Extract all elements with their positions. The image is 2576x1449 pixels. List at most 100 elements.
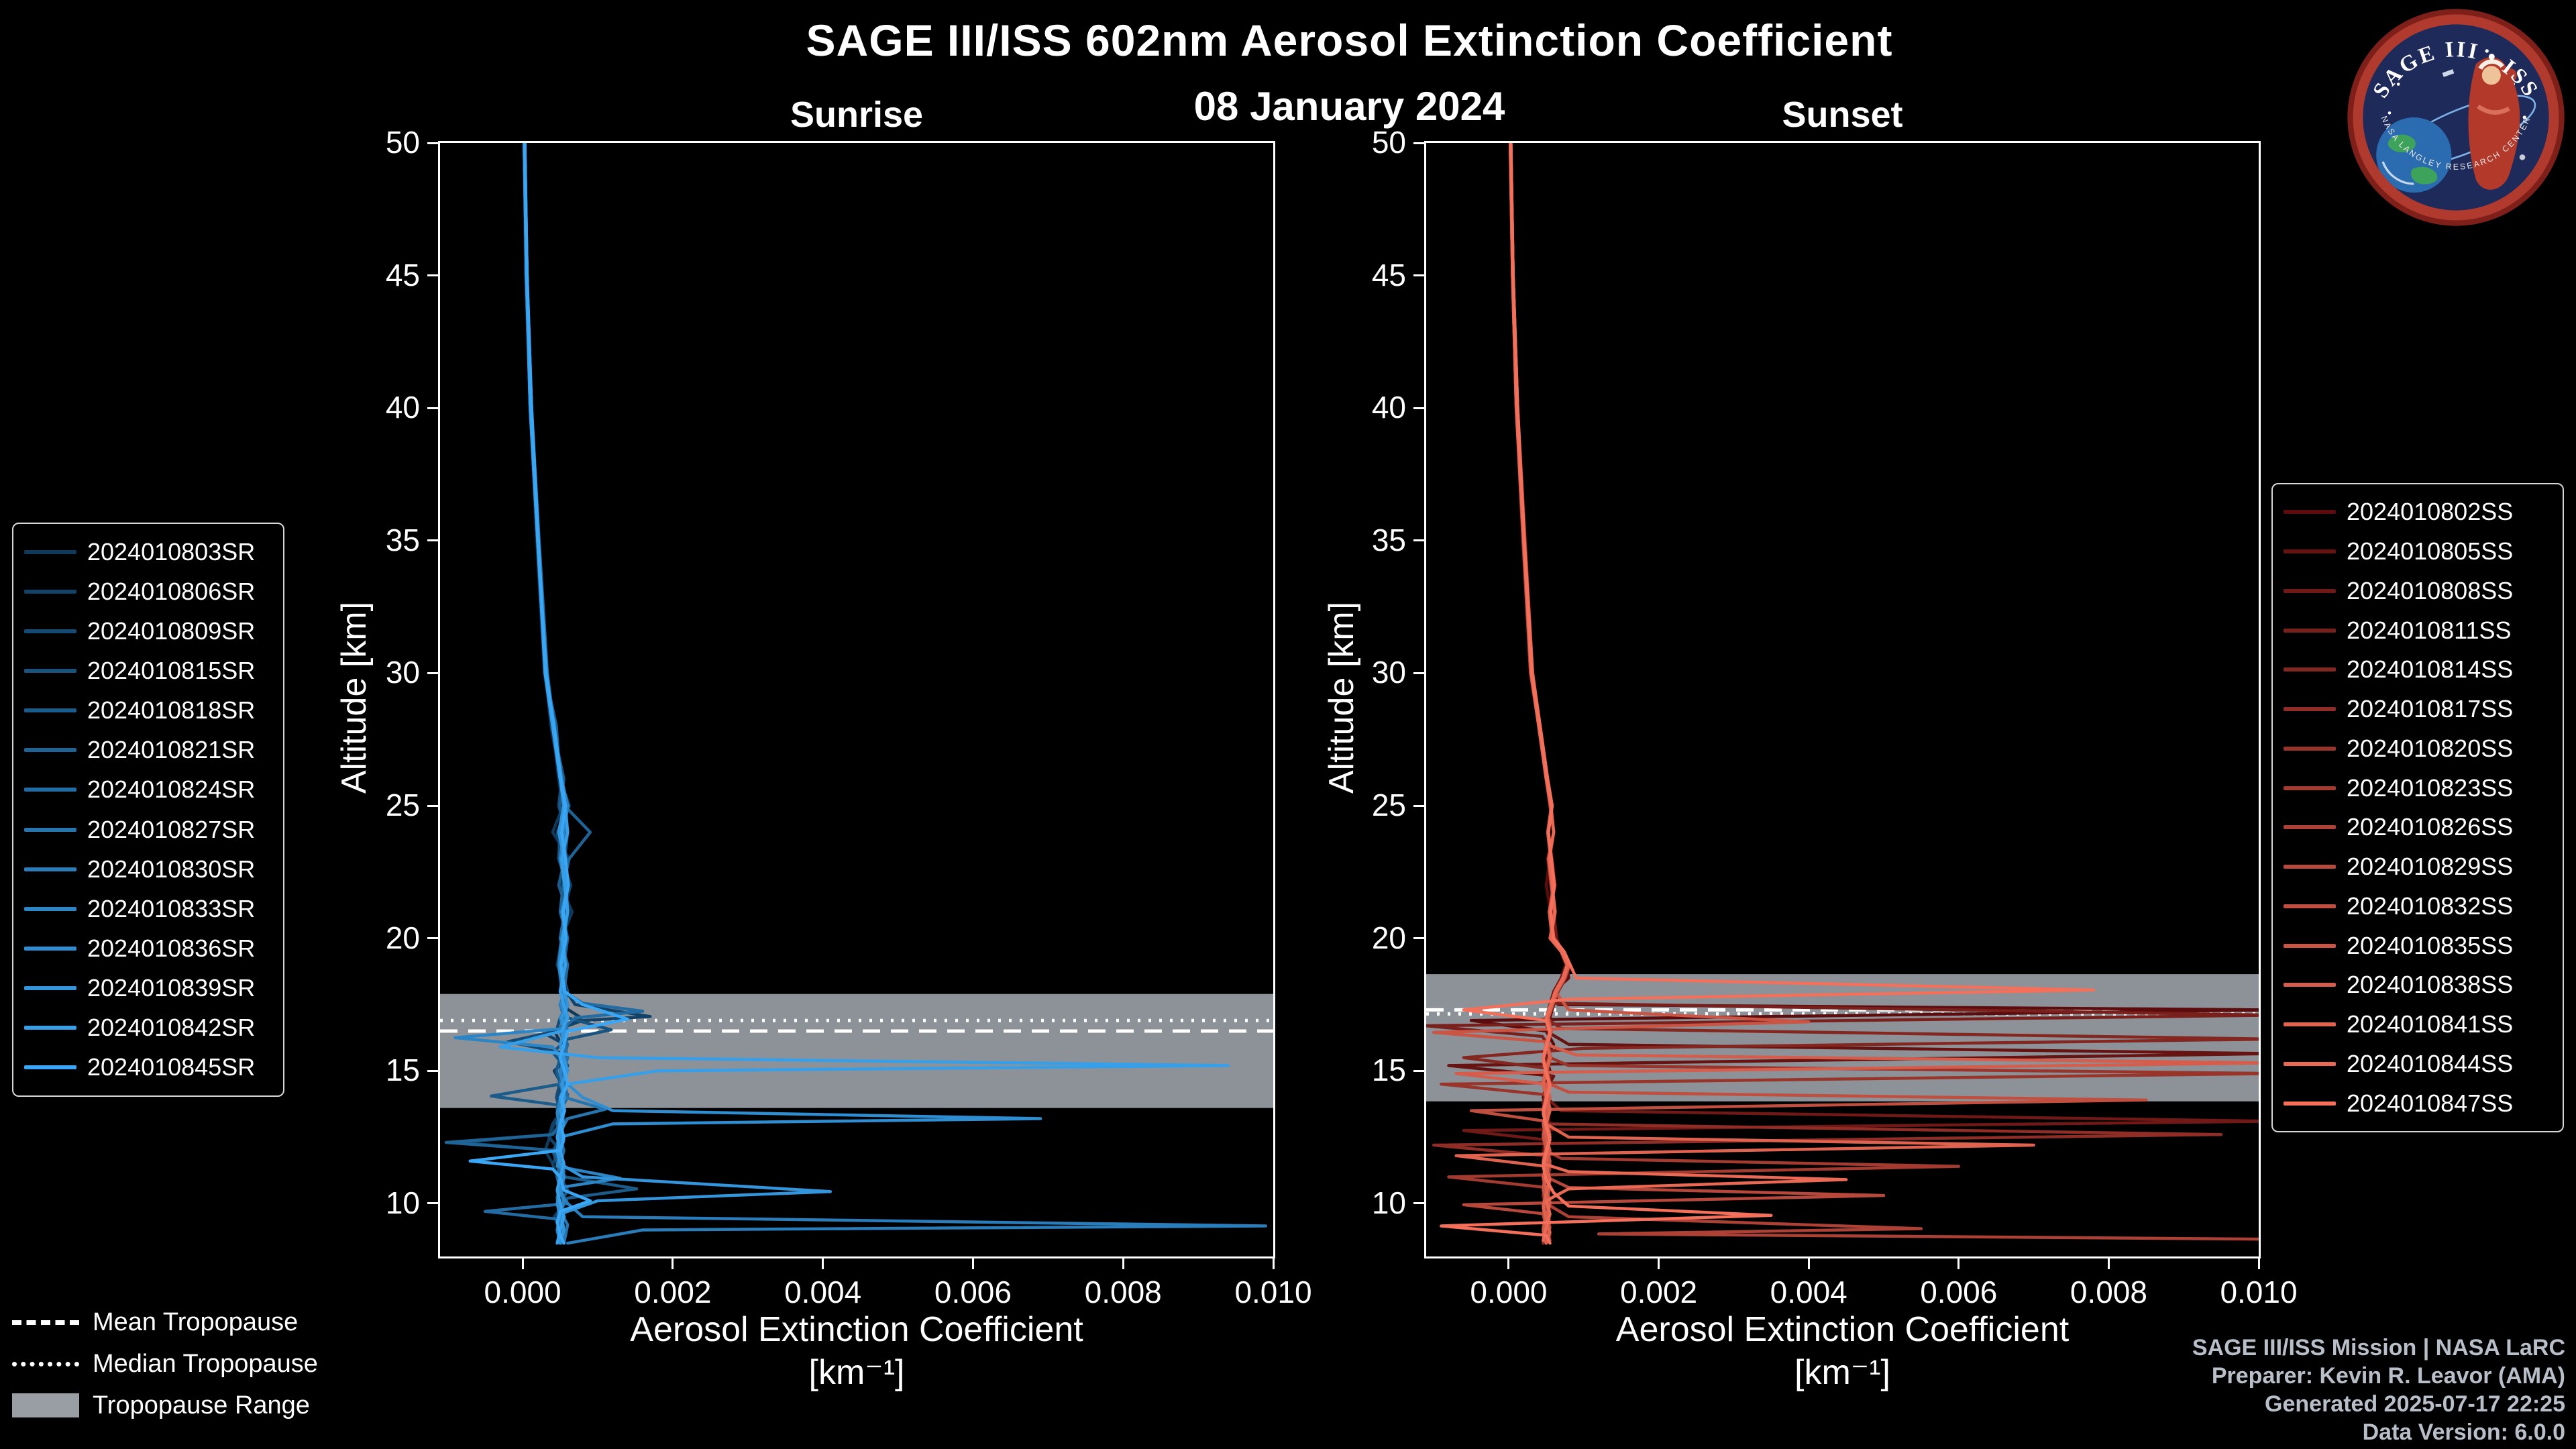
legend-item: 2024010802SS	[2284, 498, 2552, 526]
legend-line-sample	[24, 668, 76, 673]
legend-label: 2024010844SS	[2347, 1049, 2514, 1077]
legend-line-sample	[2284, 1101, 2336, 1106]
y-tick-mark	[427, 142, 438, 144]
y-tick-label: 15	[385, 1053, 420, 1088]
legend-label: 2024010820SS	[2347, 734, 2514, 762]
legend-label: 2024010841SS	[2347, 1010, 2514, 1038]
y-tick-label: 25	[385, 788, 420, 823]
y-tick-mark	[1413, 672, 1424, 674]
legend-item: 2024010838SS	[2284, 971, 2552, 999]
legend-label: 2024010803SR	[87, 537, 256, 566]
legend-item: 2024010821SR	[24, 736, 272, 764]
y-tick-mark	[1413, 274, 1424, 277]
mean-tropopause-legend-item: Mean Tropopause	[12, 1307, 318, 1338]
x-tick-mark	[2257, 1258, 2260, 1269]
y-tick-label: 40	[1371, 390, 1406, 425]
x-tick-label: 0.000	[1470, 1275, 1548, 1309]
legend-line-sample	[24, 906, 76, 911]
sage-iii-iss-mission-logo: SAGE III • ISS NASA LANGLEY RESEARCH CEN…	[2347, 9, 2565, 226]
x-tick-label: 0.006	[934, 1275, 1012, 1309]
x-tick-label: 0.004	[1770, 1275, 1847, 1309]
legend-label: 2024010833SR	[87, 894, 256, 922]
x-tick-mark	[1957, 1258, 1960, 1269]
legend-line-sample	[24, 1065, 76, 1070]
y-tick-label: 15	[1371, 1053, 1406, 1088]
legend-label: 2024010811SS	[2347, 616, 2512, 644]
legend-label: 2024010845SR	[87, 1053, 256, 1081]
y-tick-mark	[427, 539, 438, 542]
legend-line-sample	[2284, 746, 2336, 751]
legend-item: 2024010824SR	[24, 775, 272, 804]
robed-figure	[2468, 57, 2520, 190]
sunset-x-axis-label-text: Aerosol Extinction Coefficient	[1615, 1310, 2070, 1349]
x-tick-label: 0.002	[1620, 1275, 1698, 1309]
y-tick-label: 40	[385, 390, 420, 425]
x-tick-mark	[1507, 1258, 1510, 1269]
sunrise-panel-title: Sunrise	[790, 95, 924, 135]
credit-line-generated: Generated 2025-07-17 22:25	[2265, 1391, 2565, 1417]
legend-line-sample	[24, 708, 76, 713]
legend-line-sample	[2284, 1061, 2336, 1066]
y-tick-label: 10	[385, 1185, 420, 1220]
legend-line-sample	[2284, 825, 2336, 830]
legend-line-sample	[24, 788, 76, 792]
figure-title: SAGE III/ISS 602nm Aerosol Extinction Co…	[806, 15, 1893, 65]
y-tick-label: 30	[385, 655, 420, 690]
legend-line-sample	[24, 1026, 76, 1030]
y-tick-mark	[1413, 937, 1424, 940]
legend-line-sample	[2284, 667, 2336, 672]
mean-tropopause-label: Mean Tropopause	[93, 1307, 299, 1336]
y-tick-mark	[1413, 804, 1424, 807]
sunset-profiles-svg	[1426, 143, 2259, 1245]
sunset-panel-title: Sunset	[1782, 95, 1903, 135]
sunset-plot	[1424, 141, 2261, 1258]
x-tick-label: 0.002	[634, 1275, 712, 1309]
y-tick-mark	[427, 937, 438, 940]
median-tropopause-legend-item: Median Tropopause	[12, 1348, 318, 1379]
legend-label: 2024010839SR	[87, 974, 256, 1002]
legend-label: 2024010835SS	[2347, 931, 2514, 959]
y-tick-label: 20	[1371, 920, 1406, 955]
y-tick-label: 45	[1371, 257, 1406, 292]
sunrise-plot	[438, 141, 1275, 1258]
y-tick-mark	[1413, 1069, 1424, 1072]
dotted-line-sample	[12, 1361, 79, 1366]
x-tick-mark	[2107, 1258, 2110, 1269]
y-tick-mark	[427, 1069, 438, 1072]
y-tick-mark	[1413, 1202, 1424, 1205]
legend-line-sample	[2284, 786, 2336, 790]
legend-item: 2024010836SR	[24, 934, 272, 963]
median-tropopause-label: Median Tropopause	[93, 1349, 318, 1378]
x-tick-mark	[521, 1258, 524, 1269]
x-tick-mark	[971, 1258, 974, 1269]
legend-item: 2024010817SS	[2284, 695, 2552, 723]
legend-line-sample	[24, 748, 76, 753]
x-tick-mark	[1658, 1258, 1660, 1269]
legend-label: 2024010824SR	[87, 775, 256, 804]
y-tick-label: 20	[385, 920, 420, 955]
legend-line-sample	[2284, 707, 2336, 712]
legend-item: 2024010842SR	[24, 1014, 272, 1042]
legend-label: 2024010809SR	[87, 616, 256, 645]
legend-item: 2024010826SS	[2284, 813, 2552, 841]
legend-item: 2024010815SR	[24, 657, 272, 685]
legend-label: 2024010827SR	[87, 815, 256, 843]
y-tick-label: 25	[1371, 788, 1406, 823]
y-tick-label: 30	[1371, 655, 1406, 690]
legend-item: 2024010820SS	[2284, 735, 2552, 763]
y-tick-mark	[427, 274, 438, 277]
legend-label: 2024010823SS	[2347, 773, 2514, 802]
profile-2024010845SR	[468, 143, 629, 1245]
sunset-x-axis-label: Aerosol Extinction Coefficient [km⁻¹]	[1426, 1308, 2259, 1394]
legend-line-sample	[24, 827, 76, 832]
legend-item: 2024010830SR	[24, 855, 272, 883]
x-tick-label: 0.000	[484, 1275, 561, 1309]
legend-label: 2024010802SS	[2347, 498, 2514, 526]
legend-label: 2024010818SR	[87, 696, 256, 724]
sunrise-x-axis-label: Aerosol Extinction Coefficient [km⁻¹]	[440, 1308, 1273, 1394]
legend-line-sample	[24, 589, 76, 594]
legend-line-sample	[24, 867, 76, 871]
legend-label: 2024010808SS	[2347, 576, 2514, 604]
legend-line-sample	[24, 986, 76, 991]
